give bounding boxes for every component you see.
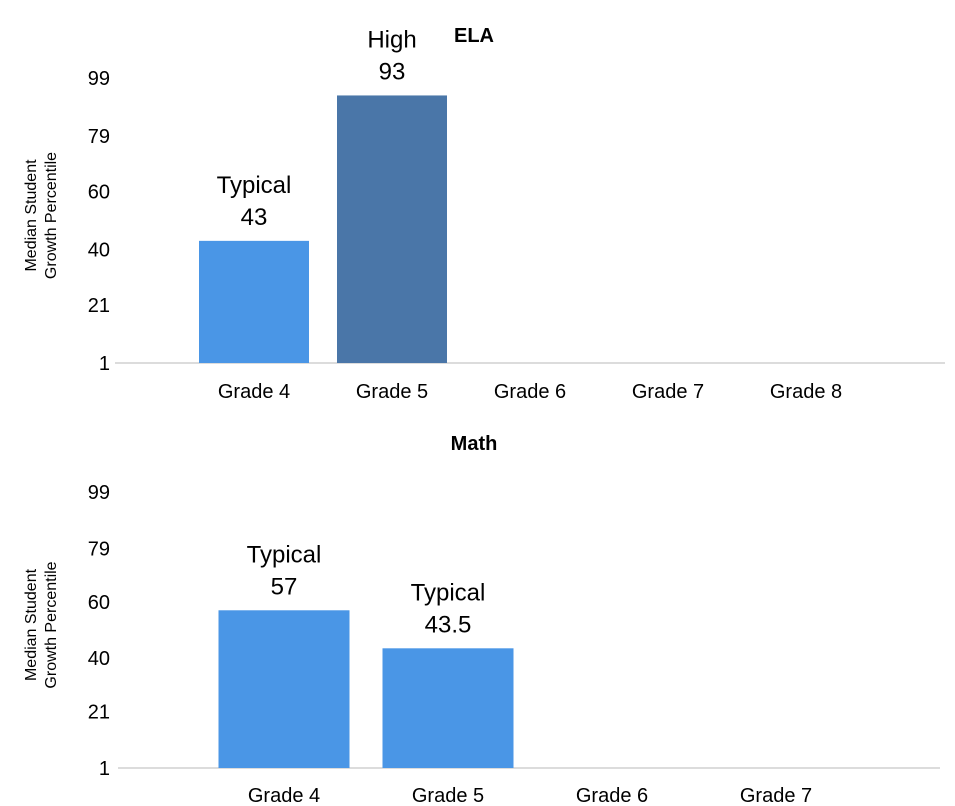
bar [382, 648, 514, 768]
y-tick-label: 79 [88, 126, 110, 148]
x-tick-label: Grade 7 [632, 381, 704, 403]
y-tick-label: 99 [88, 68, 110, 90]
y-axis-label: Median Student [23, 568, 40, 681]
bar-value-label: 43.5 [425, 611, 472, 638]
bar-category-label: Typical [217, 172, 292, 199]
y-tick-label: 40 [88, 648, 110, 670]
y-tick-label: 21 [88, 702, 110, 724]
x-tick-label: Grade 5 [412, 785, 484, 806]
bar-value-label: 57 [271, 573, 298, 600]
y-axis-label: Median Student [23, 159, 40, 272]
bar [199, 240, 309, 363]
chart-title: Math [451, 433, 498, 455]
x-tick-label: Grade 8 [770, 381, 842, 403]
y-tick-label: 60 [88, 592, 110, 614]
y-tick-label: 1 [99, 353, 110, 375]
x-tick-label: Grade 5 [356, 381, 428, 403]
x-tick-label: Grade 4 [248, 785, 320, 806]
x-tick-label: Grade 6 [576, 785, 648, 806]
chart-title: ELA [454, 25, 494, 47]
y-tick-label: 40 [88, 240, 110, 262]
x-tick-label: Grade 7 [740, 785, 812, 806]
y-tick-label: 1 [99, 758, 110, 780]
bar [337, 95, 447, 364]
y-tick-label: 99 [88, 482, 110, 504]
y-axis-label: Growth Percentile [43, 152, 60, 279]
y-tick-label: 79 [88, 538, 110, 560]
bar-value-label: 43 [241, 204, 268, 231]
bar-category-label: Typical [411, 579, 486, 606]
bar [218, 610, 350, 768]
bar-value-label: 93 [379, 58, 406, 85]
x-tick-label: Grade 4 [218, 381, 290, 403]
bar-category-label: Typical [247, 541, 322, 568]
y-tick-label: 60 [88, 181, 110, 203]
bar-category-label: High [367, 26, 416, 53]
y-tick-label: 21 [88, 295, 110, 317]
y-axis-label: Growth Percentile [43, 561, 60, 688]
x-tick-label: Grade 6 [494, 381, 566, 403]
